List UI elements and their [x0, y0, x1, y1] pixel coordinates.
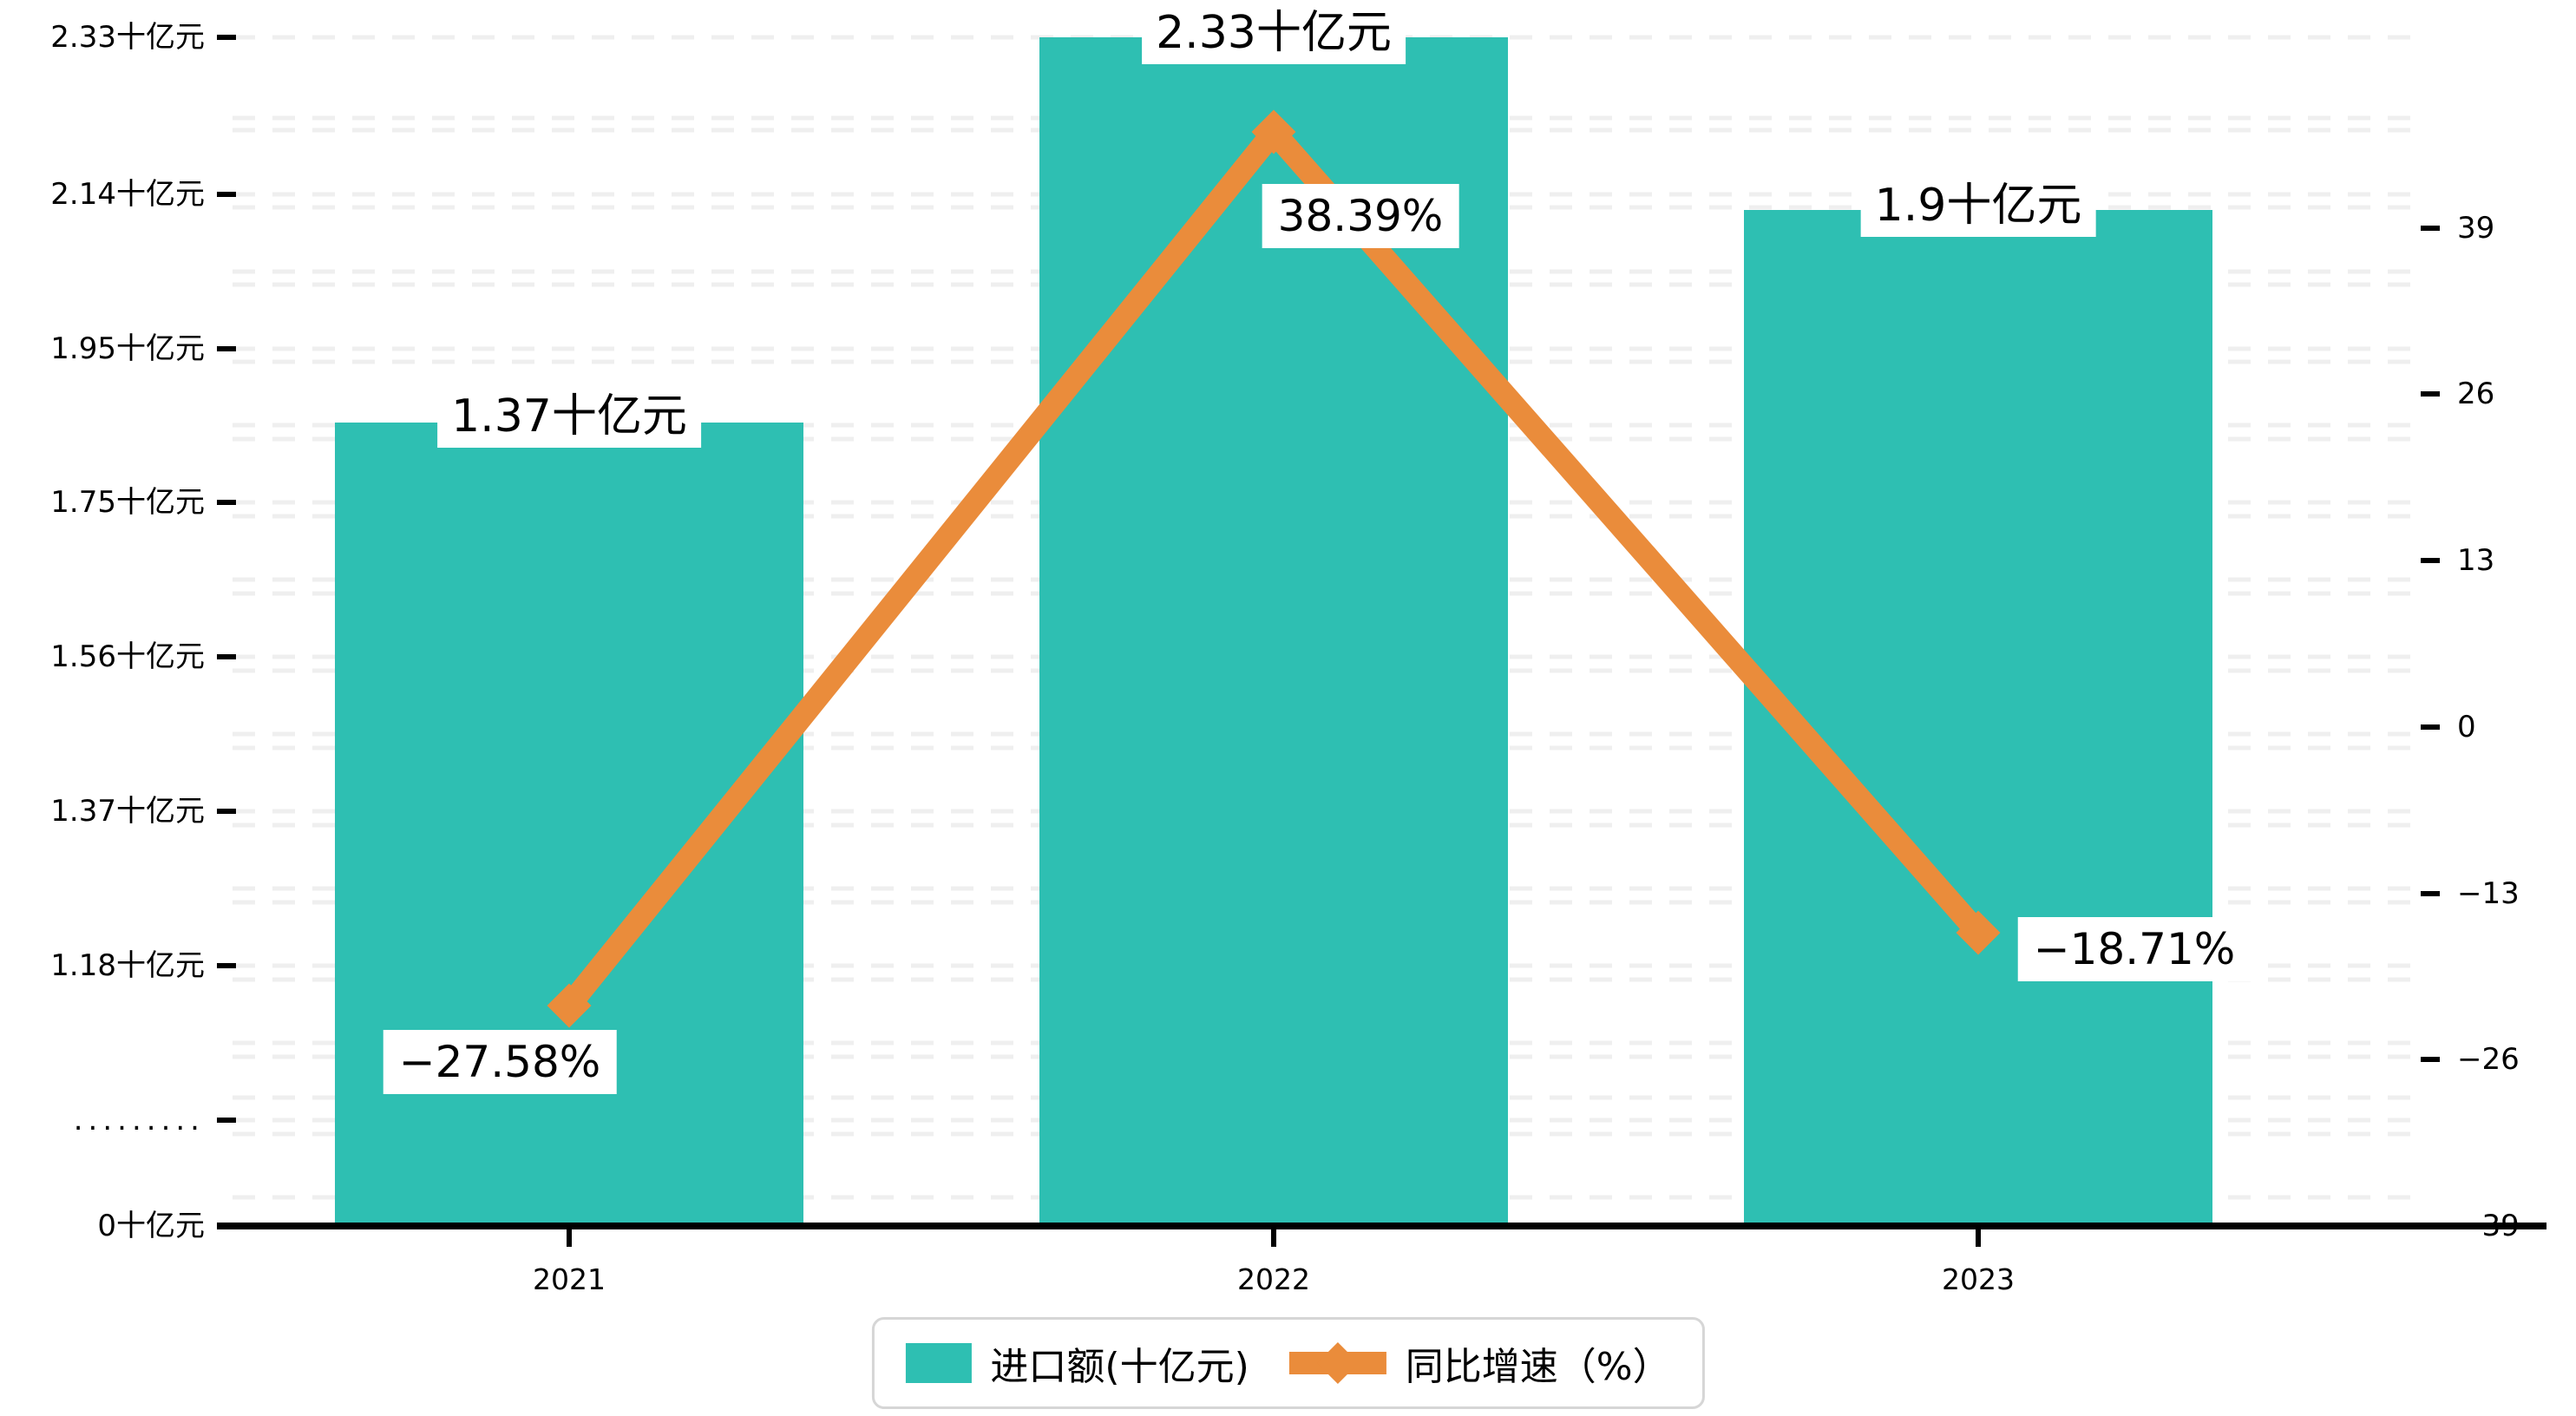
x-axis-ticks — [567, 1226, 1981, 1247]
growth-label-2023: −18.71% — [2017, 917, 2252, 981]
xtick-2021: 2021 — [533, 1262, 606, 1296]
chart-legend: 进口额(十亿元) 同比增速（%） — [871, 1317, 1705, 1409]
legend-item-growth-rate[interactable]: 同比增速（%） — [1288, 1335, 1671, 1391]
ytick-left-7: ......... — [73, 1103, 205, 1137]
ytick-right-4: −13 — [2457, 876, 2520, 911]
bar-value-label-2023: 1.9十亿元 — [1860, 174, 2096, 237]
growth-label-2022: 38.39% — [1262, 184, 1459, 248]
bar-value-label-2022: 2.33十亿元 — [1142, 2, 1406, 64]
ytick-left-6: 1.18十亿元 — [50, 948, 205, 983]
ytick-left-5: 1.37十亿元 — [50, 794, 205, 829]
right-axis-ticks — [2421, 226, 2440, 1229]
legend-line-marker-icon — [1316, 1341, 1359, 1385]
ytick-right-0: 39 — [2457, 211, 2495, 246]
legend-line-swatch-icon — [1288, 1341, 1386, 1385]
legend-bar-swatch-icon — [905, 1343, 972, 1383]
ytick-right-3: 0 — [2457, 710, 2476, 744]
ytick-left-8: 0十亿元 — [97, 1209, 205, 1243]
xtick-2023: 2023 — [1942, 1262, 2015, 1296]
growth-label-2021: −27.58% — [383, 1030, 617, 1094]
left-axis-ticks — [217, 35, 236, 1229]
bar-2021 — [335, 423, 803, 1226]
ytick-left-3: 1.75十亿元 — [50, 485, 205, 520]
ytick-right-6: −39 — [2457, 1209, 2520, 1243]
ytick-right-5: −26 — [2457, 1042, 2520, 1077]
ytick-left-2: 1.95十亿元 — [50, 331, 205, 366]
legend-item-import-value[interactable]: 进口额(十亿元) — [905, 1335, 1249, 1391]
ytick-right-2: 13 — [2457, 543, 2495, 578]
legend-label-growth-rate: 同比增速（%） — [1405, 1345, 1671, 1389]
ytick-left-4: 1.56十亿元 — [50, 639, 205, 674]
bar-2023 — [1744, 210, 2212, 1226]
legend-label-import-value: 进口额(十亿元) — [990, 1345, 1249, 1389]
ytick-left-1: 2.14十亿元 — [50, 177, 205, 212]
ytick-right-1: 26 — [2457, 377, 2495, 411]
bar-value-label-2021: 1.37十亿元 — [437, 385, 701, 448]
xtick-2022: 2022 — [1237, 1262, 1310, 1296]
ytick-left-0: 2.33十亿元 — [50, 20, 205, 55]
